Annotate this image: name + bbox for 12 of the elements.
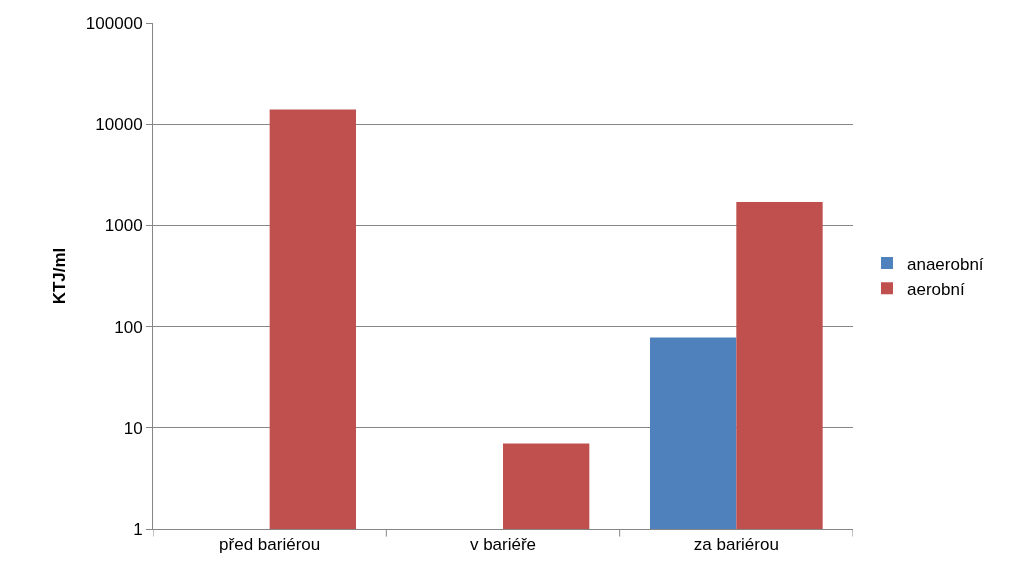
x-tick-label: v bariéře: [469, 535, 537, 555]
y-tick-label: 1: [133, 519, 143, 539]
y-tick-label: 10000: [95, 115, 143, 135]
legend-label: aerobní: [907, 279, 965, 299]
x-tick-label: za bariérou: [693, 535, 779, 555]
legend-label: anaerobní: [907, 254, 984, 274]
x-tick-label: před bariérou: [219, 535, 321, 555]
y-tick-label: 1000: [104, 216, 143, 236]
y-tick-label: 100000: [85, 13, 143, 33]
y-axis-title: KTJ/ml: [50, 247, 70, 305]
y-tick-label: 10: [123, 418, 143, 438]
y-tick-label: 100: [114, 317, 143, 337]
